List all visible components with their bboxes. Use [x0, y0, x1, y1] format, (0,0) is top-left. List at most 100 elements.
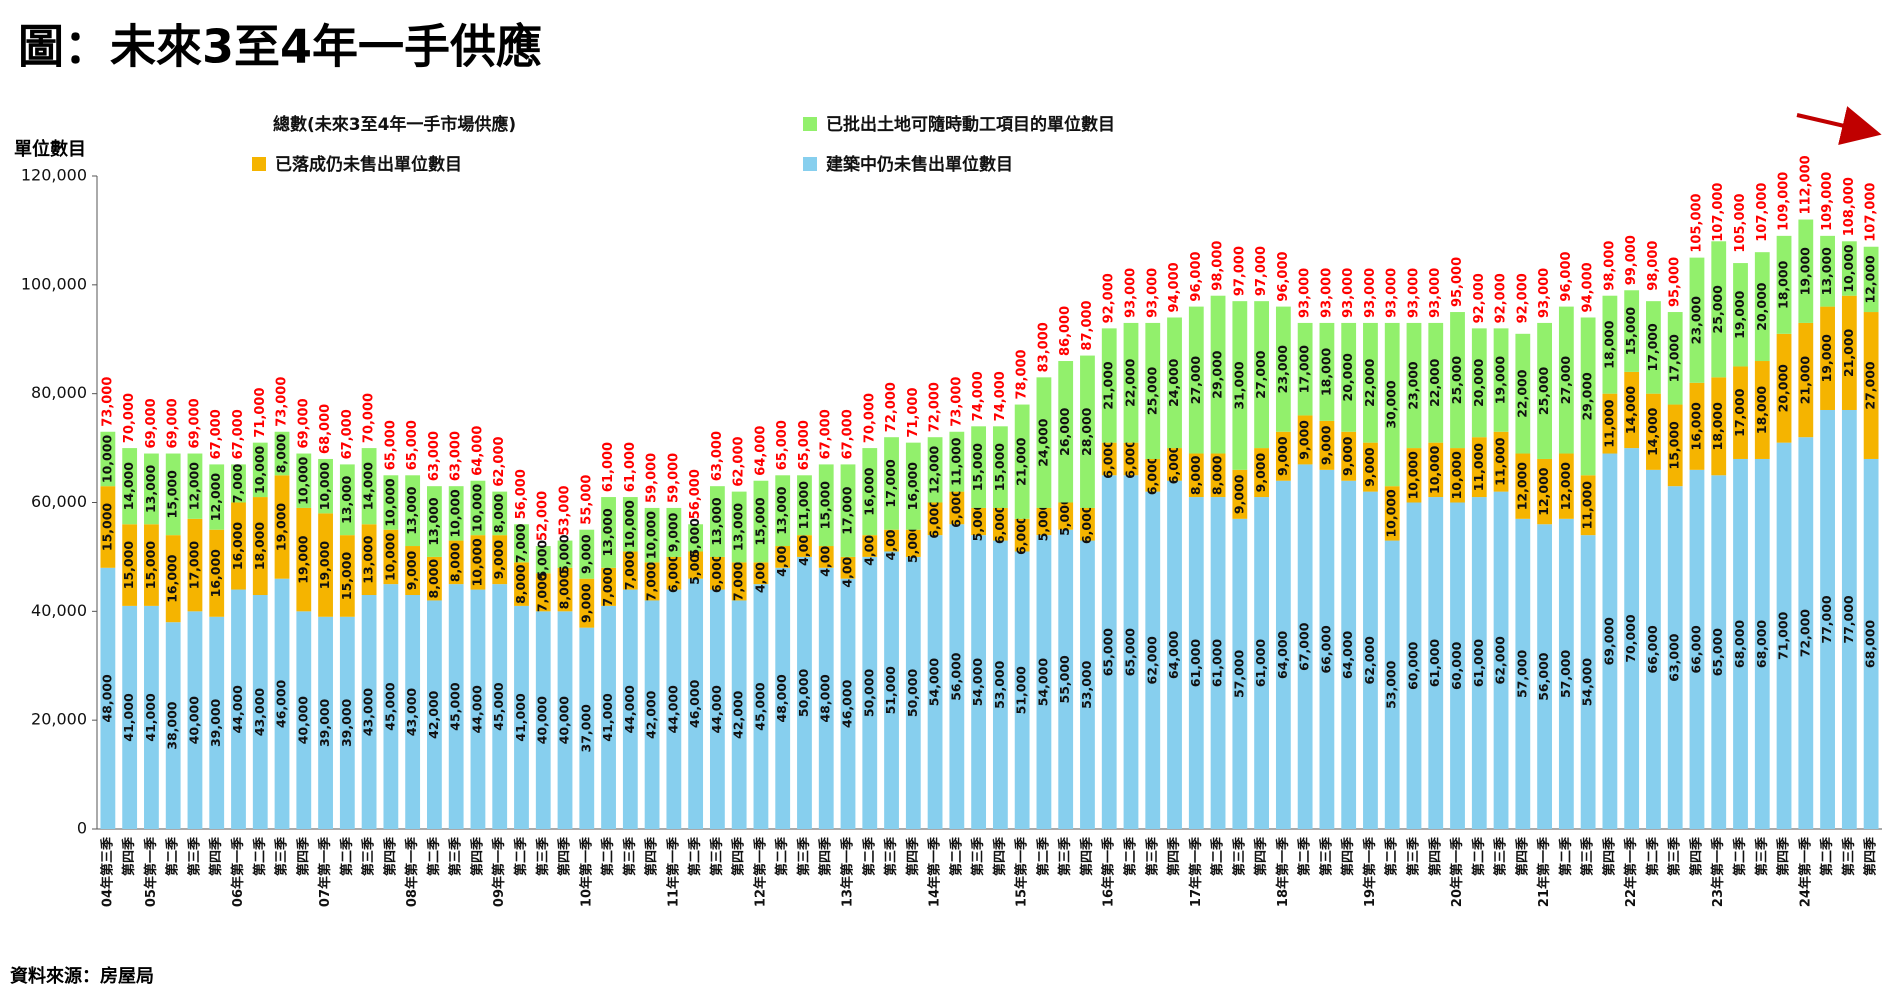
- bar-segment: [361, 595, 377, 829]
- data-label: 6,000: [665, 553, 680, 593]
- legend-total: 總數(未來3至4年一手市場供應): [273, 114, 516, 135]
- x-tick-label: 第三季: [970, 837, 986, 876]
- bar-segment: [992, 507, 1008, 541]
- x-tick-label: 11年第一季: [665, 837, 681, 907]
- bar-segment: [1863, 246, 1879, 313]
- data-label: 12,000: [1863, 255, 1878, 304]
- total-label: 96,000: [1189, 251, 1204, 301]
- total-label: 94,000: [1581, 262, 1596, 312]
- data-label: 12,000: [1558, 462, 1573, 511]
- data-label: 5,000: [557, 534, 572, 574]
- data-label: 45,000: [491, 682, 506, 731]
- bar-segment: [862, 448, 878, 536]
- bar-segment: [1167, 480, 1182, 829]
- total-label: 62,000: [492, 436, 507, 486]
- data-label: 40,000: [557, 696, 572, 745]
- total-label: 56,000: [688, 469, 703, 519]
- bar-segment: [144, 605, 159, 829]
- data-label: 5,000: [535, 540, 550, 580]
- data-label: 48,000: [99, 674, 114, 723]
- x-tick-label: 第三季: [186, 837, 202, 876]
- data-label: 43,000: [252, 688, 267, 737]
- data-label: 27,000: [1188, 356, 1203, 405]
- data-label: 9,000: [1340, 436, 1355, 476]
- data-label: 8,000: [448, 542, 463, 582]
- bar-segment: [1254, 301, 1270, 449]
- bar-segment: [601, 497, 616, 568]
- data-label: 64,000: [1340, 630, 1355, 679]
- bar-segment: [383, 529, 399, 585]
- data-label: 7,000: [230, 463, 245, 503]
- data-label: 9,000: [1318, 425, 1333, 465]
- total-label: 63,000: [449, 431, 464, 481]
- legend-label: 已落成仍未售出單位數目: [275, 154, 462, 175]
- total-label: 87,000: [1080, 300, 1095, 350]
- data-label: 10,000: [1384, 489, 1399, 538]
- data-label: 9,000: [491, 540, 506, 580]
- data-label: 5,000: [970, 501, 985, 541]
- data-label: 29,000: [1580, 372, 1595, 421]
- bar-segment: [644, 507, 660, 563]
- x-tick-label: 第四季: [992, 837, 1008, 876]
- bar-segment: [797, 475, 812, 536]
- total-label: 71,000: [906, 387, 921, 437]
- bar-segment: [688, 524, 704, 552]
- bar-segment: [1406, 322, 1422, 449]
- data-label: 10,000: [1449, 451, 1464, 500]
- data-label: 57,000: [1558, 649, 1573, 698]
- x-tick-label: 第二季: [1384, 837, 1400, 876]
- x-tick-label: 第四季: [1079, 837, 1095, 876]
- total-label: 95,000: [1450, 257, 1465, 307]
- bar-segment: [470, 535, 486, 590]
- total-label: 67,000: [340, 409, 355, 459]
- x-tick-label: 第四季: [1340, 837, 1356, 876]
- x-tick-label: 第三季: [274, 837, 290, 876]
- data-label: 46,000: [840, 679, 855, 728]
- data-label: 42,000: [731, 690, 746, 739]
- y-tick-label: 120,000: [21, 166, 87, 185]
- total-label: 93,000: [1406, 268, 1421, 318]
- bar-segment: [1580, 475, 1596, 536]
- data-label: 38,000: [165, 701, 180, 750]
- bar-segment: [1733, 366, 1748, 459]
- bar-segment: [1515, 518, 1531, 829]
- total-label: 55,000: [579, 475, 594, 525]
- x-tick-label: 16年第一季: [1101, 837, 1117, 907]
- data-label: 19,000: [295, 535, 310, 584]
- bar-segment: [1667, 486, 1683, 829]
- data-label: 30,000: [1384, 380, 1399, 429]
- data-label: 7,000: [644, 561, 659, 601]
- total-label: 52,000: [536, 491, 551, 541]
- total-label: 96,000: [1276, 251, 1291, 301]
- data-label: 54,000: [1035, 658, 1050, 707]
- data-label: 53,000: [992, 660, 1007, 709]
- x-tick-label: 第二季: [165, 837, 181, 876]
- total-label: 93,000: [1298, 268, 1313, 318]
- bar-segment: [1493, 431, 1509, 492]
- bar-segment: [1319, 322, 1335, 421]
- bar-segment: [1820, 306, 1835, 410]
- total-label: 93,000: [1145, 268, 1160, 318]
- bar-segment: [339, 616, 355, 829]
- bar-segment: [1558, 453, 1574, 519]
- data-label: 10,000: [622, 500, 637, 549]
- bar-segment: [1188, 497, 1204, 829]
- total-label: 69,000: [187, 398, 202, 448]
- data-label: 10,000: [469, 484, 484, 533]
- bar-segment: [1232, 518, 1248, 829]
- x-tick-label: 08年第一季: [404, 837, 420, 907]
- bar-segment: [1058, 502, 1074, 530]
- bar-segment: [296, 611, 312, 829]
- total-label: 64,000: [753, 426, 768, 476]
- bar-segment: [1515, 453, 1531, 519]
- data-label: 23,000: [1405, 361, 1420, 410]
- bar-segment: [1450, 502, 1465, 829]
- x-tick-label: 07年第一季: [317, 837, 333, 907]
- x-tick-label: 04年第三季: [99, 837, 115, 907]
- bar-segment: [971, 535, 987, 829]
- x-tick-label: 第二季: [861, 837, 877, 876]
- bar-segment: [1167, 448, 1182, 481]
- bar-segment: [1341, 431, 1357, 481]
- data-label: 61,000: [1210, 639, 1225, 688]
